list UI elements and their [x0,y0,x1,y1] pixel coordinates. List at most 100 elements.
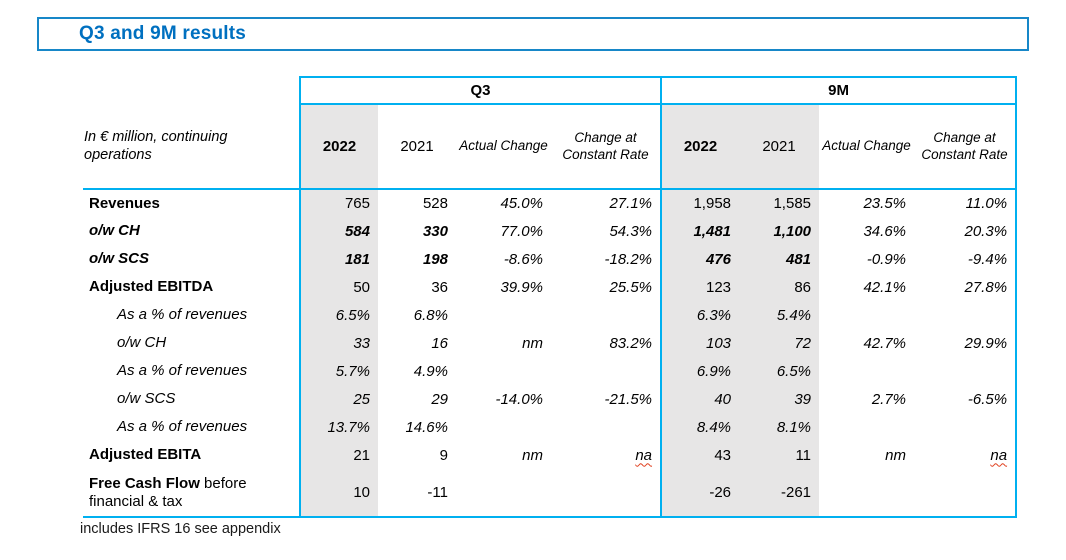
row-label: As a % of revenues [117,306,248,324]
cell-value: 27.1% [609,195,653,212]
cell-value: -14.0% [495,390,543,408]
cell-value: nm [522,446,543,464]
cell-value: 11.0% [914,189,1018,217]
cell-value: 14.6% [405,418,448,436]
cell-value: 72 [739,329,820,357]
cell-value: 330 [422,222,448,240]
cell-value: 584 [299,217,378,245]
cell-value [914,301,1018,329]
table-row-revenues: Revenues 765 528 45.0% 27.1% 1,958 1,585… [83,189,1018,217]
cell-value: nm [885,446,907,464]
cell-value: 181 [299,245,378,273]
results-table: Q3 9M In € million, continuing operation… [83,76,1018,518]
cell-value: 8.1% [739,413,820,441]
cell-value: 16 [431,334,448,352]
slide-title-box: Q3 and 9M results [37,17,1029,51]
na-misspelled-value: na [990,446,1008,464]
page-title: Q3 and 9M results [79,23,247,44]
row-label: o/w SCS [89,250,150,268]
cell-value: 77.0% [500,222,543,240]
row-label: o/w CH [89,222,140,240]
cell-value: 765 [299,189,378,217]
cell-value: 103 [660,329,740,357]
row-label: o/w CH [117,334,167,352]
cell-value: 10 [299,469,378,518]
cell-value: nm [522,334,543,352]
cell-value: -11 [378,469,456,518]
row-label: Revenues [89,194,160,212]
col-header-q3-actual-change: Actual Change [456,104,551,190]
cell-value [819,413,914,441]
col-header-q3-constant-rate: Change at Constant Rate [551,104,662,190]
cell-value: 6.3% [660,301,740,329]
spacer-cell [83,77,300,104]
table-row-ow-ch: o/w CH 584 330 77.0% 54.3% 1,481 1,100 3… [83,217,1018,245]
group-header-9m: 9M [660,76,1018,105]
cell-value: 9 [439,446,448,464]
cell-value: 1,481 [660,217,740,245]
cell-value: -8.6% [503,250,543,268]
cell-value [456,469,551,518]
cell-value [456,413,551,441]
cell-value: 1,585 [739,189,820,217]
cell-value: 20.3% [914,217,1018,245]
cell-value: 1,958 [660,189,740,217]
cell-value [914,357,1018,385]
cell-value: 83.2% [609,334,653,352]
table-row-pct-revenues-scs: As a % of revenues 13.7% 14.6% 8.4% 8.1% [83,413,1018,441]
cell-value: 481 [739,245,820,273]
col-header-9m-constant-rate: Change at Constant Rate [914,104,1018,190]
col-header-9m-actual-change: Actual Change [819,104,915,190]
unit-label: In € million, continuing operations [83,104,300,190]
table-row-ow-ch-ebitda: o/w CH 33 16 nm 83.2% 103 72 42.7% 29.9% [83,329,1018,357]
results-table-wrap: Q3 9M In € million, continuing operation… [83,76,1018,518]
cell-value: -261 [739,469,820,518]
col-header-q3-2022: 2022 [299,104,378,190]
row-label: Adjusted EBITA [89,446,202,464]
col-header-9m-2021: 2021 [739,104,820,190]
cell-value: 33 [299,329,378,357]
group-header-q3: Q3 [298,76,663,105]
cell-value: na [914,441,1018,469]
table-column-header-row: In € million, continuing operations 2022… [83,104,1018,190]
cell-value [914,413,1018,441]
cell-value: na [551,441,661,469]
cell-value: 23.5% [863,195,907,212]
cell-value: 6.5% [739,357,820,385]
cell-value [551,357,661,385]
na-misspelled-value: na [635,446,653,464]
cell-value: 123 [660,273,740,301]
cell-value [819,469,915,518]
cell-value [551,413,661,441]
cell-value: 54.3% [609,222,653,240]
cell-value: 25 [299,385,378,413]
footnote: includes IFRS 16 see appendix [80,521,281,537]
cell-value: -21.5% [604,390,653,408]
cell-value [819,301,914,329]
table-row-adjusted-ebitda: Adjusted EBITDA 50 36 39.9% 25.5% 123 86… [83,273,1018,301]
table-row-free-cash-flow: Free Cash Flow before financial & tax 10… [83,469,1018,518]
cell-value: 40 [660,385,740,413]
cell-value [819,357,914,385]
table-row-pct-revenues-ch: As a % of revenues 5.7% 4.9% 6.9% 6.5% [83,357,1018,385]
cell-value: -6.5% [914,385,1018,413]
cell-value: 36 [431,278,448,296]
cell-value: 4.9% [413,362,448,380]
row-label: o/w SCS [117,390,176,408]
cell-value: 21 [299,441,378,469]
cell-value [456,357,551,385]
cell-value: 198 [422,250,448,268]
cell-value: 5.4% [739,301,820,329]
row-label: As a % of revenues [117,418,248,436]
cell-value: 27.8% [914,273,1018,301]
cell-value: 528 [422,195,448,212]
cell-value [456,301,551,329]
cell-value: -0.9% [866,250,907,268]
cell-value: 34.6% [863,222,907,240]
cell-value: 11 [739,441,820,469]
cell-value: 6.5% [299,301,378,329]
cell-value: -26 [660,469,740,518]
col-header-9m-2022: 2022 [660,104,740,190]
col-header-q3-2021: 2021 [378,104,456,190]
cell-value: 39.9% [500,278,543,296]
